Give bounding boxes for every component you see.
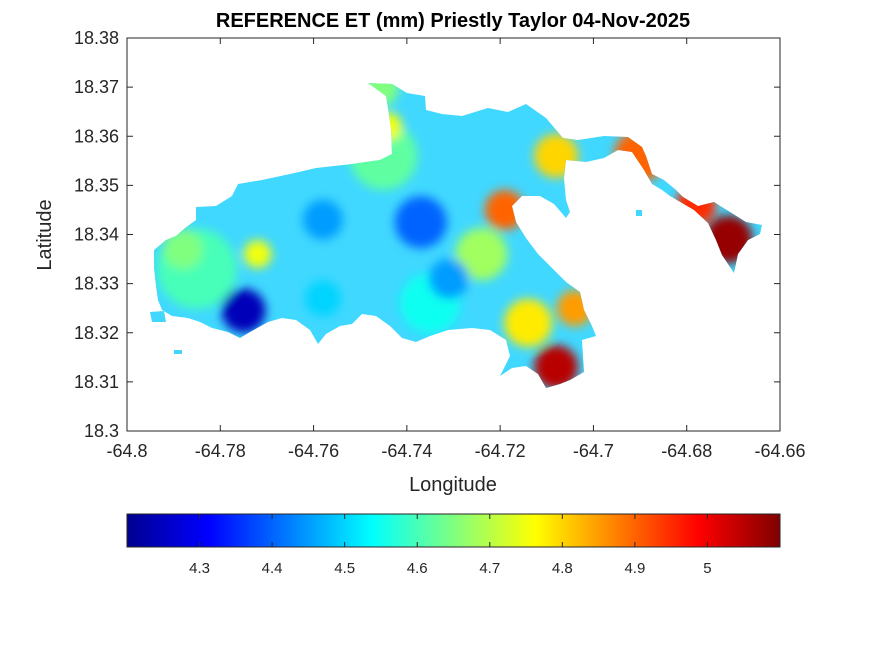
x-tick-label: -64.7 <box>573 441 614 461</box>
chart-title: REFERENCE ET (mm) Priestly Taylor 04-Nov… <box>216 10 690 32</box>
colorbar-tick-label: 4.4 <box>262 560 283 577</box>
y-tick-label: 18.3 <box>84 421 119 441</box>
y-tick-label: 18.37 <box>74 77 119 97</box>
heatmap-region <box>534 345 579 388</box>
heatmap-region <box>243 240 272 269</box>
colorbar-tick-label: 4.6 <box>407 560 428 577</box>
heatmap-region <box>221 288 266 333</box>
heatmap-zone <box>504 298 553 347</box>
heatmap-region <box>302 199 343 240</box>
y-axis: 18.3 18.31 18.32 18.33 18.34 18.35 18.36 18.37 1… <box>74 28 780 441</box>
heatmap-zone <box>455 228 508 281</box>
x-tick-label: -64.72 <box>475 441 526 461</box>
y-tick-label: 18.34 <box>74 225 119 245</box>
x-tick-label: -64.66 <box>754 441 805 461</box>
y-tick-label: 18.36 <box>74 126 119 146</box>
colorbar-gradient <box>126 513 781 548</box>
y-tick-label: 18.32 <box>74 323 119 343</box>
y-tick-label: 18.31 <box>74 372 119 392</box>
x-tick-label: -64.8 <box>106 441 147 461</box>
heatmap-region <box>484 189 525 230</box>
x-tick-label: -64.78 <box>195 441 246 461</box>
colorbar-tick-label: 4.5 <box>334 560 355 577</box>
heatmap-region <box>304 280 341 317</box>
heatmap-region <box>162 229 203 270</box>
heatmap-region <box>428 258 469 299</box>
heatmap-region <box>394 196 447 249</box>
plot-area: -64.8 -64.78 -64.76 -64.74 -64.72 -64.7 -64.68… <box>34 28 806 496</box>
x-tick-label: -64.74 <box>381 441 432 461</box>
colorbar-tick-label: 4.9 <box>624 560 645 577</box>
colorbar-tick-label: 4.8 <box>552 560 573 577</box>
y-tick-label: 18.38 <box>74 28 119 48</box>
colorbar-tick-label: 4.7 <box>479 560 500 577</box>
x-axis: -64.8 -64.78 -64.76 -64.74 -64.72 -64.7 -64.68… <box>106 38 806 461</box>
y-axis-label: Latitude <box>34 199 56 270</box>
colorbar-tick-label: 4.3 <box>189 560 210 577</box>
colorbar: 4.3 4.4 4.5 4.6 4.7 4.8 4.9 5 <box>126 513 781 577</box>
y-tick-label: 18.35 <box>74 175 119 195</box>
x-axis-label: Longitude <box>409 474 497 496</box>
x-tick-label: -64.76 <box>288 441 339 461</box>
colorbar-tick-label: 5 <box>703 560 711 577</box>
y-tick-label: 18.33 <box>74 274 119 294</box>
x-tick-label: -64.68 <box>661 441 712 461</box>
